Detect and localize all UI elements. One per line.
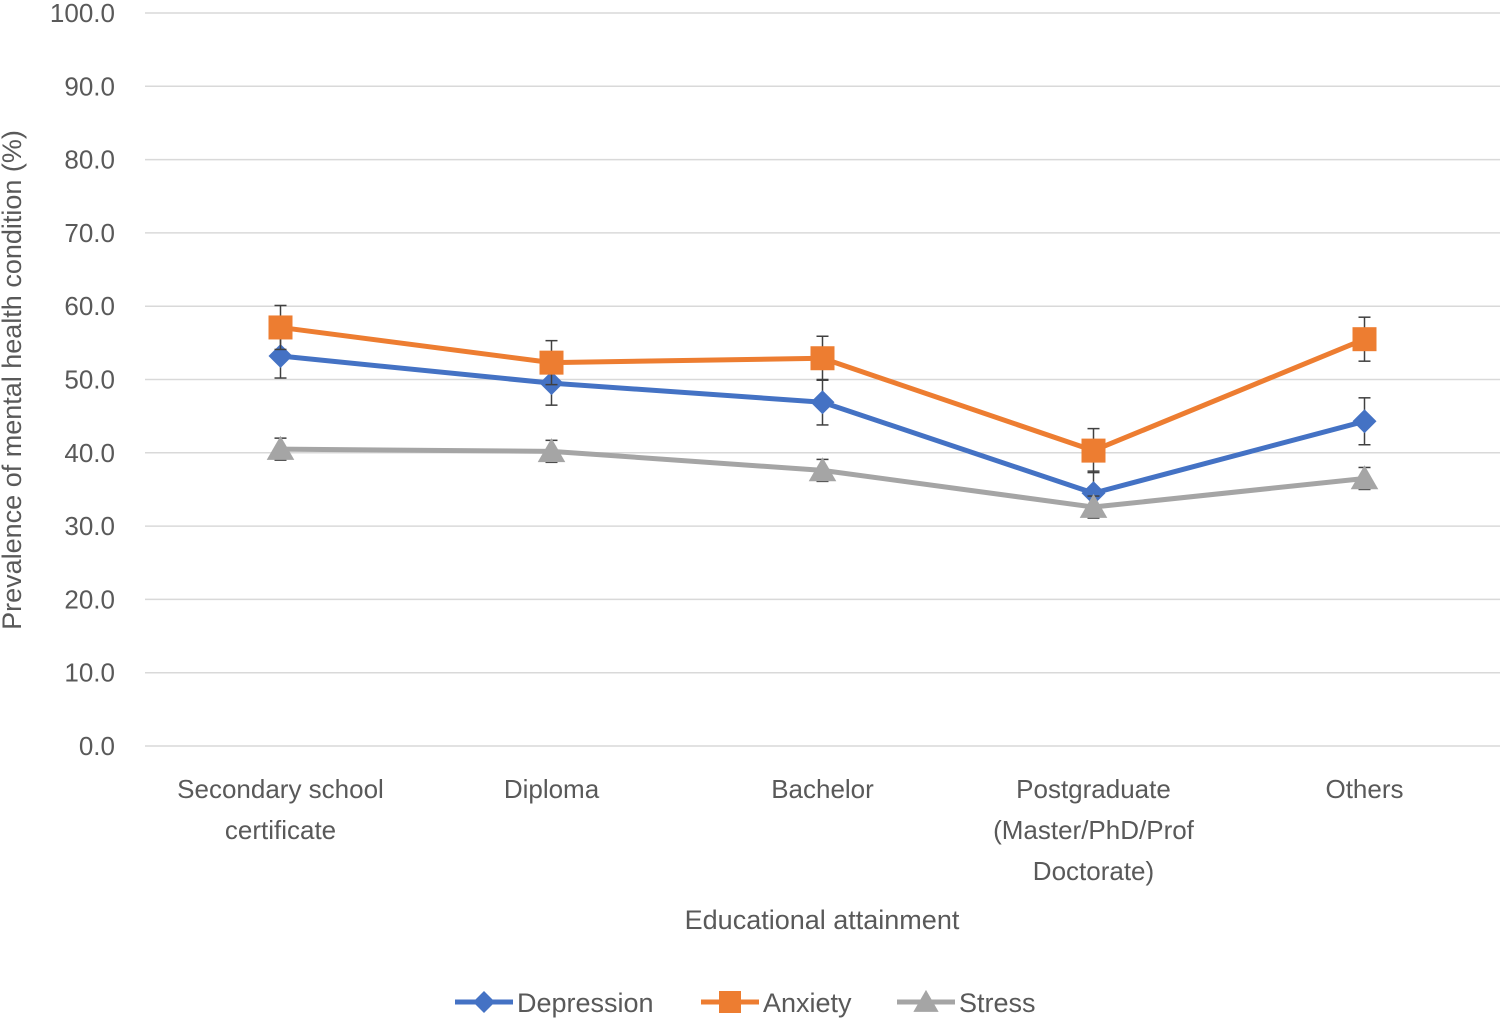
- x-axis-title: Educational attainment: [685, 905, 960, 935]
- x-tick-label-line: Postgraduate: [1016, 774, 1171, 804]
- series-anxiety: [268, 304, 1377, 474]
- y-tick-label: 100.0: [50, 0, 115, 28]
- y-tick-label: 90.0: [64, 71, 115, 101]
- triangle-marker: [913, 989, 939, 1012]
- legend-item-stress: Stress: [897, 988, 1036, 1018]
- x-tick-label-line: Diploma: [504, 774, 600, 804]
- square-marker: [810, 346, 835, 371]
- legend-item-anxiety: Anxiety: [701, 988, 852, 1018]
- y-tick-label: 40.0: [64, 438, 115, 468]
- legend-label: Anxiety: [763, 988, 852, 1018]
- diamond-marker: [473, 991, 495, 1013]
- y-tick-label: 0.0: [79, 731, 115, 761]
- square-marker: [719, 991, 741, 1013]
- y-tick-label: 60.0: [64, 291, 115, 321]
- legend-label: Depression: [517, 988, 654, 1018]
- triangle-marker: [808, 457, 837, 482]
- y-axis-title: Prevalence of mental health condition (%…: [0, 130, 27, 630]
- series-stress: [266, 435, 1379, 519]
- x-tick-label-line: certificate: [225, 815, 336, 845]
- y-tick-label: 70.0: [64, 218, 115, 248]
- diamond-marker: [1081, 481, 1106, 506]
- triangle-marker: [266, 435, 295, 460]
- y-axis-ticks: 0.0 10.0 20.0 30.0 40.0 50.0 60.0 70.0 80.0 90.0 1…: [50, 0, 115, 761]
- x-tick-label: Bachelor: [771, 774, 874, 804]
- triangle-marker: [1079, 493, 1108, 518]
- legend-item-depression: Depression: [455, 988, 654, 1018]
- legend-label: Stress: [959, 988, 1036, 1018]
- x-tick-label: Postgraduate (Master/PhD/Prof Doctorate): [993, 774, 1195, 886]
- square-marker: [539, 350, 564, 375]
- x-tick-label-line: (Master/PhD/Prof: [993, 815, 1195, 845]
- x-tick-label: Diploma: [504, 774, 600, 804]
- square-marker: [1081, 438, 1106, 463]
- series: [266, 304, 1379, 519]
- square-marker: [1352, 327, 1377, 352]
- square-marker: [268, 315, 293, 340]
- x-axis-ticks: Secondary school certificate Diploma Bachel…: [177, 774, 1403, 886]
- x-tick-label-line: Secondary school: [177, 774, 384, 804]
- legend: Depression Anxiety Stress: [455, 988, 1036, 1018]
- y-tick-label: 50.0: [64, 365, 115, 395]
- x-tick-label-line: Others: [1325, 774, 1403, 804]
- diamond-marker: [1352, 409, 1377, 434]
- x-tick-label: Others: [1325, 774, 1403, 804]
- x-tick-label: Secondary school certificate: [177, 774, 384, 845]
- x-tick-label-line: Bachelor: [771, 774, 874, 804]
- y-tick-label: 30.0: [64, 511, 115, 541]
- triangle-marker: [1350, 465, 1379, 490]
- y-tick-label: 80.0: [64, 145, 115, 175]
- x-tick-label-line: Doctorate): [1033, 856, 1154, 886]
- y-tick-label: 20.0: [64, 584, 115, 614]
- triangle-marker: [537, 438, 566, 463]
- y-tick-label: 10.0: [64, 658, 115, 688]
- diamond-marker: [810, 390, 835, 415]
